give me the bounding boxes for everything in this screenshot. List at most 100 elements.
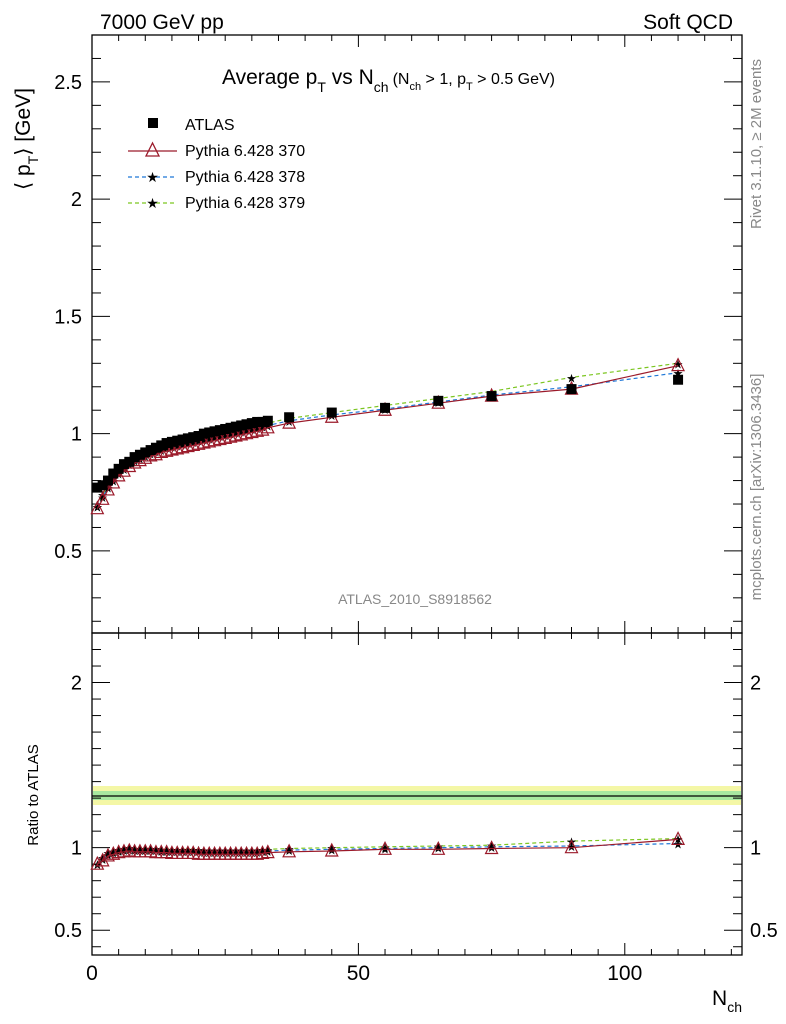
main-series-2-point: ★ (252, 422, 263, 436)
main-series-2-point: ★ (177, 438, 188, 452)
ratio-series-1-point: ★ (284, 844, 295, 858)
ratio-series-2-point: ★ (236, 844, 247, 858)
main-series-1-point (228, 427, 243, 442)
main-series-2-point: ★ (199, 434, 210, 448)
ratio-y-axis-label: Ratio to ATLAS (25, 744, 42, 845)
ratio-series-1-point: ★ (236, 846, 247, 860)
legend-label-370: Pythia 6.428 370 (185, 143, 305, 160)
main-series-0-point (150, 442, 161, 453)
ratio-series-0-point (378, 840, 393, 855)
x-tick-label: 50 (347, 962, 370, 985)
ratio-series-2-point: ★ (145, 842, 156, 856)
ratio-series-1-point: ★ (156, 845, 167, 859)
main-series-2-point: ★ (214, 430, 225, 444)
ratio-y-tick-label-right: 1 (750, 838, 761, 860)
main-y-tick-label: 2.5 (54, 72, 82, 94)
ratio-series-1-point: ★ (113, 845, 124, 859)
main-series-1-point (250, 422, 265, 437)
legend-marker-370 (144, 141, 161, 157)
main-series-1-point (90, 500, 105, 515)
main-series-0-point (326, 407, 337, 418)
main-series-0-point (102, 475, 113, 486)
ratio-series-1-point: ★ (230, 846, 241, 860)
main-series-0-point (129, 452, 140, 463)
main-series-2-point: ★ (673, 367, 684, 381)
main-series-2-point: ★ (92, 500, 103, 514)
main-series-0-point (252, 416, 263, 427)
main-series-0-point (182, 433, 193, 444)
ratio-series-2-point: ★ (124, 842, 135, 856)
legend-label-379: Pythia 6.428 379 (185, 195, 305, 212)
main-series-2-point: ★ (161, 442, 172, 456)
ratio-series-0-point (564, 839, 579, 854)
ratio-series-1-point: ★ (204, 846, 215, 860)
ratio-series-2-point: ★ (161, 843, 172, 857)
main-series-2-point: ★ (156, 444, 167, 458)
ratio-series-2-point: ★ (209, 844, 220, 858)
main-series-2-point: ★ (209, 431, 220, 445)
ratio-series-2-point: ★ (230, 844, 241, 858)
main-y-tick-label: 1.5 (54, 306, 82, 328)
ratio-series-2-point: ★ (119, 842, 130, 856)
ratio-series-2-point: ★ (135, 842, 146, 856)
main-series-1-point (223, 428, 238, 443)
ratio-series-2-point: ★ (188, 843, 199, 857)
main-series-0-point (124, 456, 135, 467)
main-series-2-point: ★ (246, 423, 257, 437)
main-series-2-point: ★ (225, 428, 236, 442)
ratio-series-0-point (282, 843, 297, 858)
ratio-series-0-point (111, 844, 126, 859)
ratio-series-1-point: ★ (161, 845, 172, 859)
main-series-0-point (161, 438, 172, 449)
main-series-1-point (239, 425, 254, 440)
main-series-0-point (566, 384, 577, 395)
main-series-3-point: ★ (673, 357, 684, 371)
main-series-1-point (234, 426, 249, 441)
main-series-2-point: ★ (167, 441, 178, 455)
header-energy: 7000 GeV pp (100, 11, 224, 34)
ratio-y-tick-label-right: 0.5 (750, 920, 778, 942)
ratio-series-0-point (250, 845, 265, 860)
main-series-0-point (108, 468, 119, 479)
main-series-1-point (175, 439, 190, 454)
ratio-y-tick-label: 0.5 (54, 920, 82, 942)
ratio-series-1-point: ★ (135, 844, 146, 858)
ratio-series-0-point (324, 842, 339, 857)
ratio-series-2-point: ★ (225, 844, 236, 858)
legend-label-atlas: ATLAS (185, 117, 235, 134)
ratio-series-1-point: ★ (177, 845, 188, 859)
ratio-series-1-point: ★ (108, 847, 119, 861)
ratio-series-2-point: ★ (172, 843, 183, 857)
ratio-series-2-point: ★ (193, 843, 204, 857)
main-series-2-point: ★ (257, 421, 268, 435)
main-series-1-point (164, 441, 179, 456)
main-series-0-point (92, 482, 103, 493)
main-series-0-point (134, 449, 145, 460)
ratio-series-1-point: ★ (486, 841, 497, 855)
ratio-series-1-point: ★ (167, 845, 178, 859)
ratio-series-0-point (255, 845, 270, 860)
main-series-2-point: ★ (193, 435, 204, 449)
main-series-1-point (212, 431, 227, 446)
main-series-1-point (202, 433, 217, 448)
ratio-y-tick-label: 2 (71, 673, 82, 695)
ratio-series-2-point: ★ (156, 843, 167, 857)
main-series-0-point (113, 463, 124, 474)
x-tick-label: 0 (86, 962, 98, 985)
main-series-2-point: ★ (103, 482, 114, 496)
ratio-series-1-point: ★ (188, 845, 199, 859)
mcplots-label: mcplots.cern.ch [arXiv:1306.3436] (748, 374, 765, 601)
ratio-series-2-point: ★ (103, 847, 114, 861)
main-series-0-point (97, 480, 108, 491)
main-y-tick-label: 0.5 (54, 541, 82, 563)
main-series-1-point (186, 437, 201, 451)
ratio-series-1-point: ★ (103, 848, 114, 862)
ratio-series-2-point: ★ (108, 845, 119, 859)
ratio-series-1-point: ★ (199, 846, 210, 860)
main-series-2-point: ★ (220, 429, 231, 443)
ratio-series-2-point: ★ (151, 842, 162, 856)
ratio-series-2-point: ★ (284, 842, 295, 856)
main-series-0-point (220, 423, 231, 434)
main-series-2-point: ★ (236, 425, 247, 439)
ratio-series-0-point (431, 840, 446, 855)
